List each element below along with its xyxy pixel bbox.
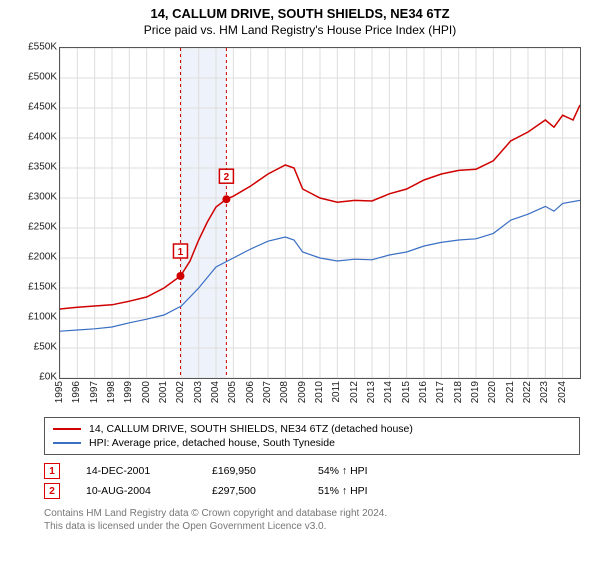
sale-row: 2 10-AUG-2004 £297,500 51% ↑ HPI: [44, 481, 600, 501]
legend-label: HPI: Average price, detached house, Sout…: [89, 437, 335, 449]
y-tick: £550K: [28, 42, 57, 53]
x-tick: 1996: [71, 381, 82, 403]
x-tick: 2019: [470, 381, 481, 403]
x-tick: 2022: [522, 381, 533, 403]
y-tick: £250K: [28, 222, 57, 233]
x-tick: 2005: [227, 381, 238, 403]
sale-date: 14-DEC-2001: [86, 465, 186, 477]
sale-date: 10-AUG-2004: [86, 485, 186, 497]
x-tick: 2012: [349, 381, 360, 403]
y-tick: £350K: [28, 162, 57, 173]
x-tick: 2008: [279, 381, 290, 403]
x-tick: 2007: [262, 381, 273, 403]
x-tick: 1998: [106, 381, 117, 403]
svg-text:2: 2: [224, 172, 230, 183]
sale-hpi-delta: 51% ↑ HPI: [318, 485, 368, 497]
x-tick: 2001: [158, 381, 169, 403]
x-tick: 2002: [175, 381, 186, 403]
chart-subtitle: Price paid vs. HM Land Registry's House …: [0, 23, 600, 37]
y-tick: £200K: [28, 252, 57, 263]
x-tick: 2021: [505, 381, 516, 403]
sale-marker-box: 2: [44, 483, 60, 499]
sale-marker-box: 1: [44, 463, 60, 479]
x-tick: 2015: [401, 381, 412, 403]
footer: Contains HM Land Registry data © Crown c…: [44, 507, 600, 533]
y-tick: £400K: [28, 132, 57, 143]
x-tick: 2023: [539, 381, 550, 403]
legend-swatch: [53, 442, 81, 444]
x-tick: 2010: [314, 381, 325, 403]
x-tick: 2017: [435, 381, 446, 403]
x-tick: 2014: [383, 381, 394, 403]
x-tick: 2018: [453, 381, 464, 403]
x-tick: 1999: [123, 381, 134, 403]
chart-title: 14, CALLUM DRIVE, SOUTH SHIELDS, NE34 6T…: [0, 6, 600, 21]
sale-price: £297,500: [212, 485, 292, 497]
legend-swatch: [53, 428, 81, 430]
y-tick: £50K: [34, 342, 57, 353]
y-tick: £150K: [28, 282, 57, 293]
x-tick: 2024: [557, 381, 568, 403]
x-tick: 2011: [331, 381, 342, 403]
legend-item: 14, CALLUM DRIVE, SOUTH SHIELDS, NE34 6T…: [53, 422, 571, 436]
y-tick: £500K: [28, 72, 57, 83]
footer-l1: Contains HM Land Registry data © Crown c…: [44, 507, 600, 520]
y-tick: £300K: [28, 192, 57, 203]
x-tick: 2013: [366, 381, 377, 403]
y-tick: £450K: [28, 102, 57, 113]
x-tick: 2004: [210, 381, 221, 403]
x-tick: 2020: [487, 381, 498, 403]
legend: 14, CALLUM DRIVE, SOUTH SHIELDS, NE34 6T…: [44, 417, 580, 455]
sales-table: 1 14-DEC-2001 £169,950 54% ↑ HPI 2 10-AUG-200…: [44, 461, 600, 501]
chart-area: 12 £0K£50K£100K£150K£200K£250K£300K£350K…: [15, 43, 585, 413]
svg-text:1: 1: [178, 247, 184, 258]
x-tick: 2003: [193, 381, 204, 403]
y-tick: £100K: [28, 312, 57, 323]
plot-svg: 12: [60, 48, 580, 378]
legend-item: HPI: Average price, detached house, Sout…: [53, 436, 571, 450]
sale-price: £169,950: [212, 465, 292, 477]
x-tick: 2016: [418, 381, 429, 403]
x-tick: 2006: [245, 381, 256, 403]
sale-hpi-delta: 54% ↑ HPI: [318, 465, 368, 477]
x-tick: 2009: [297, 381, 308, 403]
footer-l2: This data is licensed under the Open Gov…: [44, 520, 600, 533]
x-tick: 2000: [141, 381, 152, 403]
x-tick: 1997: [89, 381, 100, 403]
legend-label: 14, CALLUM DRIVE, SOUTH SHIELDS, NE34 6T…: [89, 423, 413, 435]
sale-row: 1 14-DEC-2001 £169,950 54% ↑ HPI: [44, 461, 600, 481]
x-tick: 1995: [54, 381, 65, 403]
plot-region: 12: [59, 47, 581, 379]
